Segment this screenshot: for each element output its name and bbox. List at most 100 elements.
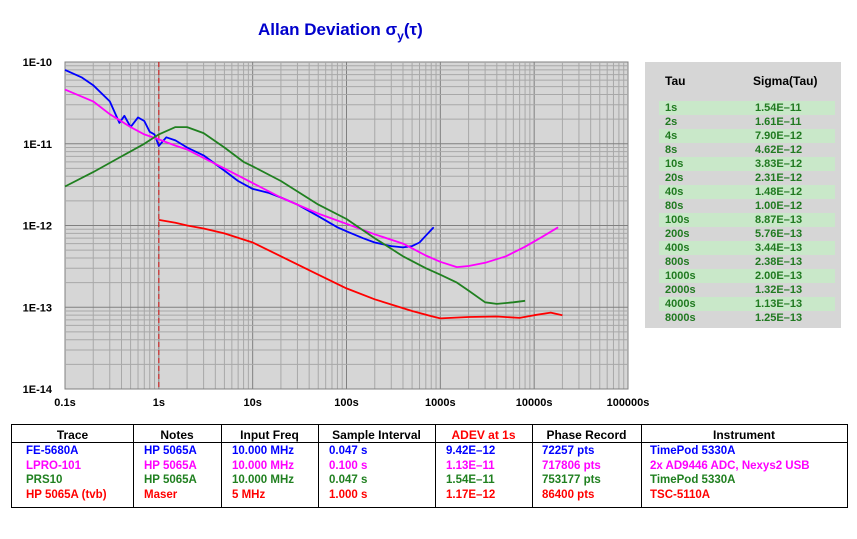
y-tick-label: 1E-12	[23, 221, 52, 233]
sigma-row: 2000s 1.32E–13	[659, 283, 835, 297]
legend-cell-trace: FE-5680A	[26, 445, 79, 457]
header-phase-record: Phase Record	[546, 428, 627, 442]
x-tick-label: 100000s	[607, 397, 650, 409]
sigma-value: 1.61E–11	[755, 116, 802, 128]
header-sample-interval: Sample Interval	[332, 428, 421, 442]
legend-cell-sample-interval: 0.047 s	[329, 474, 368, 486]
tau-header: Tau	[665, 74, 686, 88]
sigma-row: 200s 5.76E–13	[659, 227, 835, 241]
tau-value: 8000s	[665, 312, 696, 324]
x-tick-label: 10000s	[516, 397, 553, 409]
tau-value: 40s	[665, 186, 684, 198]
legend-cell-adev: 9.42E–12	[446, 445, 496, 457]
sigma-row: 80s 1.00E–12	[659, 199, 835, 213]
legend-cell-instrument: TSC-5110A	[650, 488, 711, 501]
legend-cell-phase-record: 72257 pts	[542, 445, 595, 457]
y-tick-label: 1E-14	[23, 384, 53, 396]
legend-cell-adev: 1.54E–11	[446, 474, 495, 486]
tau-value: 8s	[665, 144, 678, 156]
legend-divider	[318, 425, 319, 507]
tau-value: 4s	[665, 130, 678, 142]
legend-cell-notes: Maser	[144, 488, 178, 501]
tau-value: 2s	[665, 116, 678, 128]
legend-cell-phase-record: 717806 pts	[542, 459, 601, 472]
legend-cell-notes: HP 5065A	[144, 474, 197, 486]
sigma-value: 3.44E–13	[755, 242, 803, 254]
legend-cell-trace: HP 5065A (tvb)	[26, 488, 107, 501]
sigma-value: 1.25E–13	[755, 312, 803, 324]
tau-value: 2000s	[665, 284, 696, 296]
sigma-row: 40s 1.48E–12	[659, 185, 835, 199]
sigma-row: 400s 3.44E–13	[659, 241, 835, 255]
sigma-row: 1000s 2.00E–13	[659, 269, 835, 283]
sigma-value: 2.31E–12	[755, 172, 803, 184]
legend-divider	[532, 425, 533, 507]
sigma-row: 8s 4.62E–12	[659, 143, 835, 157]
series-line-hp-5065a-tvb	[158, 219, 563, 320]
legend-cell-instrument: TimePod 5330A	[650, 474, 736, 486]
chart-title: Allan Deviation σy(τ)	[258, 20, 423, 43]
sigma-value: 5.76E–13	[755, 228, 803, 240]
header-notes: Notes	[160, 428, 194, 442]
tau-value: 1000s	[665, 270, 696, 282]
tau-value: 10s	[665, 158, 684, 170]
sigma-value: 1.32E–13	[755, 284, 803, 296]
x-tick-label: 1000s	[425, 397, 456, 409]
legend-cell-phase-record: 86400 pts	[542, 488, 595, 501]
x-tick-label: 100s	[334, 397, 358, 409]
sigma-row: 8000s 1.25E–13	[659, 311, 835, 325]
y-tick-label: 1E-10	[23, 57, 52, 69]
tau-value: 400s	[665, 242, 690, 254]
legend-cell-input-freq: 5 MHz	[232, 488, 266, 501]
sigma-value: 3.83E–12	[755, 158, 803, 170]
header-trace: Trace	[56, 428, 89, 442]
adev-chart: Allan Deviation σy(τ) 0.1s 1s 10s 100s 1000s…	[23, 20, 650, 409]
tau-value: 1s	[665, 102, 678, 114]
sigma-row: 1s 1.54E–11	[659, 101, 835, 115]
legend-cell-input-freq: 10.000 MHz	[232, 459, 295, 472]
legend-cell-instrument: TimePod 5330A	[650, 445, 736, 457]
legend-cell-sample-interval: 1.000 s	[329, 488, 368, 501]
legend-cell-notes: HP 5065A	[144, 459, 197, 472]
sigma-value: 1.13E–13	[755, 298, 803, 310]
sigma-value: 8.87E–13	[755, 214, 803, 226]
sigma-value: 7.90E–12	[755, 130, 803, 142]
legend-divider	[133, 425, 134, 507]
legend-divider	[221, 425, 222, 507]
sigma-value: 4.62E–12	[755, 144, 803, 156]
sigma-header: Sigma(Tau)	[753, 74, 818, 88]
sigma-row: 4000s 1.13E–13	[659, 297, 835, 311]
sigma-value: 1.54E–11	[755, 102, 802, 114]
legend-cell-input-freq: 10.000 MHz	[232, 445, 295, 457]
tau-value: 200s	[665, 228, 690, 240]
tau-value: 4000s	[665, 298, 696, 310]
series-line-lpro-101	[64, 88, 559, 268]
sigma-tau-table: Tau Sigma(Tau) 1s 1.54E–11 2s 1.61E–11 4s 7.9…	[645, 62, 841, 328]
legend-cell-input-freq: 10.000 MHz	[232, 474, 295, 486]
x-tick-label: 10s	[243, 397, 261, 409]
sigma-value: 1.00E–12	[755, 200, 803, 212]
sigma-row: 4s 7.90E–12	[659, 129, 835, 143]
sigma-value: 2.00E–13	[755, 270, 803, 282]
tau-value: 800s	[665, 256, 690, 268]
sigma-row: 800s 2.38E–13	[659, 255, 835, 269]
tau-value: 80s	[665, 200, 684, 212]
legend-cell-instrument: 2x AD9446 ADC, Nexys2 USB	[650, 459, 810, 472]
legend-cell-notes: HP 5065A	[144, 445, 197, 457]
header-input-freq: Input Freq	[240, 428, 299, 442]
series-lines	[64, 69, 563, 320]
sigma-value: 2.38E–13	[755, 256, 803, 268]
tau-value: 20s	[665, 172, 684, 184]
header-instrument: Instrument	[712, 428, 775, 442]
legend-cell-trace: PRS10	[26, 474, 63, 486]
legend-divider	[435, 425, 436, 507]
series-line-prs10	[64, 126, 526, 305]
trace-legend-table: Trace Notes Input Freq Sample Interval A…	[11, 424, 848, 508]
legend-cell-sample-interval: 0.047 s	[329, 445, 368, 457]
y-tick-label: 1E-13	[23, 302, 52, 314]
legend-cell-adev: 1.13E–11	[446, 459, 495, 472]
tau-value: 100s	[665, 214, 690, 226]
tick-labels: 0.1s 1s 10s 100s 1000s 10000s 100000s 1E-10 1E-1…	[23, 57, 650, 409]
sigma-row: 10s 3.83E–12	[659, 157, 835, 171]
legend-cell-adev: 1.17E–12	[446, 488, 496, 501]
